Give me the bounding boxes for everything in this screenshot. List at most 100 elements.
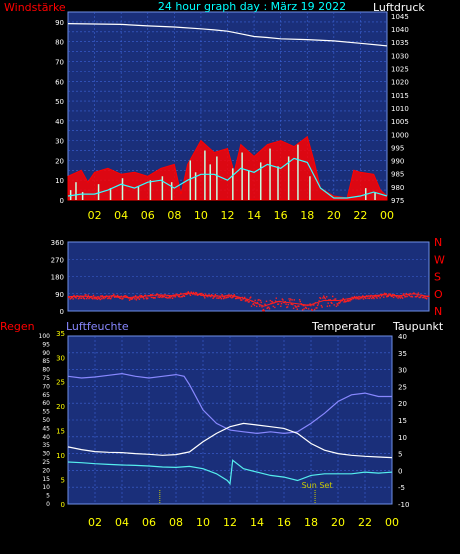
direction-point: [141, 295, 143, 297]
direction-point: [384, 293, 386, 295]
direction-point: [313, 304, 315, 306]
direction-point: [75, 297, 77, 299]
direction-point: [289, 300, 291, 302]
direction-point: [241, 299, 243, 301]
direction-point: [86, 297, 88, 300]
direction-point: [260, 301, 262, 304]
temperature-tick-label: 15: [398, 417, 407, 425]
direction-point: [335, 298, 337, 300]
direction-point: [161, 296, 163, 299]
direction-point: [364, 296, 366, 299]
wind-tick-label: 30: [55, 138, 64, 146]
direction-point: [262, 308, 265, 311]
direction-point: [108, 296, 110, 298]
direction-tick-label: 270: [51, 256, 64, 264]
rain-tick-label: 40: [42, 434, 50, 441]
direction-point: [423, 295, 426, 298]
direction-point: [334, 298, 336, 300]
direction-point: [374, 295, 376, 298]
hour-label: 12: [221, 209, 235, 222]
direction-point: [265, 300, 268, 302]
direction-point: [122, 295, 125, 298]
direction-point: [338, 302, 341, 304]
direction-point: [79, 297, 81, 299]
direction-point: [373, 297, 375, 300]
direction-point: [87, 294, 89, 296]
pressure-tick-label: 985: [391, 171, 404, 179]
direction-point: [294, 305, 296, 307]
temperature-tick-label: 40: [398, 333, 407, 341]
direction-point: [402, 293, 405, 295]
hour-label: 08: [169, 516, 183, 529]
sunset-annotation: Sun Set: [302, 481, 333, 490]
direction-point: [116, 296, 118, 298]
direction-point: [353, 297, 355, 300]
direction-point: [103, 297, 105, 300]
direction-point: [199, 292, 201, 295]
humidity-tick-label: 10: [56, 452, 65, 460]
direction-point: [171, 297, 174, 299]
direction-point: [250, 296, 252, 298]
rain-tick-label: 25: [42, 459, 50, 466]
pressure-tick-label: 1040: [391, 26, 409, 34]
direction-point: [295, 306, 298, 308]
direction-point: [313, 308, 316, 311]
direction-point: [93, 297, 95, 299]
direction-point: [399, 297, 402, 299]
direction-point: [185, 293, 187, 295]
direction-point: [359, 298, 361, 300]
direction-point: [383, 292, 386, 295]
direction-point: [256, 301, 259, 304]
direction-point: [330, 301, 332, 304]
direction-point: [159, 296, 161, 298]
direction-point: [253, 303, 255, 305]
direction-point: [410, 295, 412, 298]
direction-point: [225, 297, 228, 299]
direction-point: [189, 294, 192, 296]
wind-tick-label: 80: [55, 39, 64, 47]
direction-point: [156, 293, 159, 295]
direction-point: [85, 294, 87, 296]
direction-point: [101, 298, 103, 300]
direction-point: [341, 299, 344, 302]
direction-point: [274, 300, 277, 302]
direction-point: [259, 299, 262, 302]
direction-point: [196, 294, 198, 296]
direction-point: [110, 296, 113, 298]
direction-point: [131, 298, 133, 300]
direction-point: [186, 293, 188, 296]
direction-point: [378, 295, 380, 297]
direction-point: [86, 296, 89, 298]
direction-point: [253, 304, 256, 307]
direction-point: [134, 295, 137, 297]
direction-point: [125, 295, 128, 298]
direction-point: [190, 291, 192, 293]
direction-point: [321, 306, 323, 308]
direction-point: [144, 294, 147, 296]
humidity-line: [67, 372, 392, 435]
direction-point: [317, 303, 320, 305]
direction-point: [229, 296, 232, 298]
wind-speed-area: [67, 135, 388, 201]
direction-point: [344, 300, 346, 302]
direction-point: [289, 298, 292, 300]
direction-point: [233, 294, 235, 296]
direction-point: [245, 299, 247, 301]
direction-point: [222, 297, 225, 300]
hour-label: 10: [196, 516, 210, 529]
direction-point: [293, 299, 295, 301]
direction-point: [303, 308, 305, 310]
direction-point: [328, 299, 330, 301]
direction-point: [327, 302, 329, 304]
hour-label: 14: [247, 209, 261, 222]
direction-point: [94, 298, 96, 300]
rain-tick-label: 85: [42, 358, 50, 365]
direction-point: [121, 298, 123, 300]
direction-point: [387, 295, 389, 297]
direction-point: [244, 300, 247, 302]
humidity-tick-label: 35: [56, 330, 65, 338]
direction-point: [266, 307, 268, 309]
direction-point: [178, 295, 180, 297]
direction-point: [262, 309, 264, 312]
